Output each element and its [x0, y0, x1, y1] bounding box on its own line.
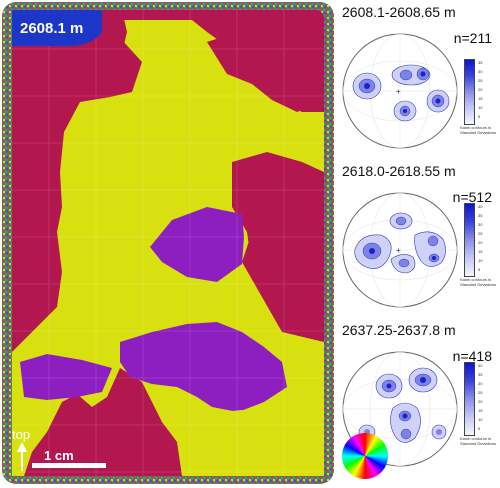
panel-3-tick: 10 — [478, 417, 483, 422]
panel-3-legend-line1: Kamb contours in — [460, 436, 492, 441]
pole-figure-panel-2: 2618.0-2618.55 m n=512 + 40 35 30 25 20 … — [338, 163, 500, 323]
panel-3-tick: 35 — [478, 372, 483, 377]
panel-2-tick: 25 — [478, 231, 483, 236]
panel-2-count: n=512 — [452, 189, 492, 205]
panel-3-tick: 20 — [478, 399, 483, 404]
panel-3-tick: 15 — [478, 408, 483, 413]
panel-1-colorbar — [464, 59, 475, 125]
panel-3-depth-range: 2637.25-2637.8 m — [342, 322, 456, 338]
panel-2-tick: 40 — [478, 204, 483, 209]
panel-3-count: n=418 — [452, 348, 492, 364]
panel-1-tick: 30 — [478, 69, 483, 74]
panel-1-tick: 20 — [478, 87, 483, 92]
panel-3-legend-line2: Standard Deviations — [460, 441, 497, 446]
panel-1-legend-line2: Standard Deviations — [460, 130, 497, 135]
panel-1-tick: 25 — [478, 78, 483, 83]
scale-bar-label: 1 cm — [44, 448, 74, 463]
panel-2-legend: Kamb contours in Standard Deviations — [460, 277, 500, 287]
panel-3-legend: Kamb contours in Standard Deviations — [460, 436, 500, 446]
orientation-color-wheel — [342, 433, 388, 479]
top-direction-label: top — [12, 427, 30, 442]
panel-1-tick: 15 — [478, 96, 483, 101]
panel-2-tick: 5 — [478, 267, 481, 272]
panel-1-depth-range: 2608.1-2608.65 m — [342, 4, 456, 20]
panel-1-tick: 5 — [478, 114, 481, 119]
panel-3-tick: 40 — [478, 363, 483, 368]
pole-figure-panel-1: 2608.1-2608.65 m n=211 + 35 30 25 20 — [338, 4, 500, 164]
panel-2-colorbar — [464, 203, 475, 277]
panel-2-legend-line1: Kamb contours in — [460, 277, 492, 282]
panel-3-tick: 25 — [478, 390, 483, 395]
panel-1-tick: 35 — [478, 60, 483, 65]
depth-label-bg — [12, 10, 102, 46]
svg-text:+: + — [396, 246, 401, 255]
panel-2-depth-range: 2618.0-2618.55 m — [342, 163, 456, 179]
panel-3-tick: 30 — [478, 381, 483, 386]
panel-2-legend-line2: Standard Deviations — [460, 282, 497, 287]
panel-2-tick: 20 — [478, 240, 483, 245]
orientation-map: 2608.1 m top 1 cm — [2, 2, 334, 484]
panel-2-tick: 35 — [478, 213, 483, 218]
panel-2-tick: 10 — [478, 258, 483, 263]
panel-1-stereonet: + — [342, 33, 458, 149]
panel-1-legend: Kamb contours in Standard Deviations — [460, 125, 500, 135]
panel-2-tick: 15 — [478, 249, 483, 254]
panel-2-tick: 30 — [478, 222, 483, 227]
map-tile-grid — [12, 10, 324, 476]
panel-1-tick: 10 — [478, 105, 483, 110]
panel-3-colorbar — [464, 362, 475, 436]
panel-2-contours — [354, 212, 446, 274]
panel-1-legend-line1: Kamb contours in — [460, 125, 492, 130]
panel-3-tick: 5 — [478, 426, 481, 431]
up-arrow-icon — [17, 442, 27, 471]
panel-1-count: n=211 — [453, 30, 492, 46]
depth-label: 2608.1 m — [20, 20, 83, 37]
panel-1-contours — [352, 64, 450, 122]
scale-bar — [32, 463, 106, 468]
svg-text:+: + — [396, 87, 401, 96]
panel-2-stereonet: + — [342, 192, 458, 308]
